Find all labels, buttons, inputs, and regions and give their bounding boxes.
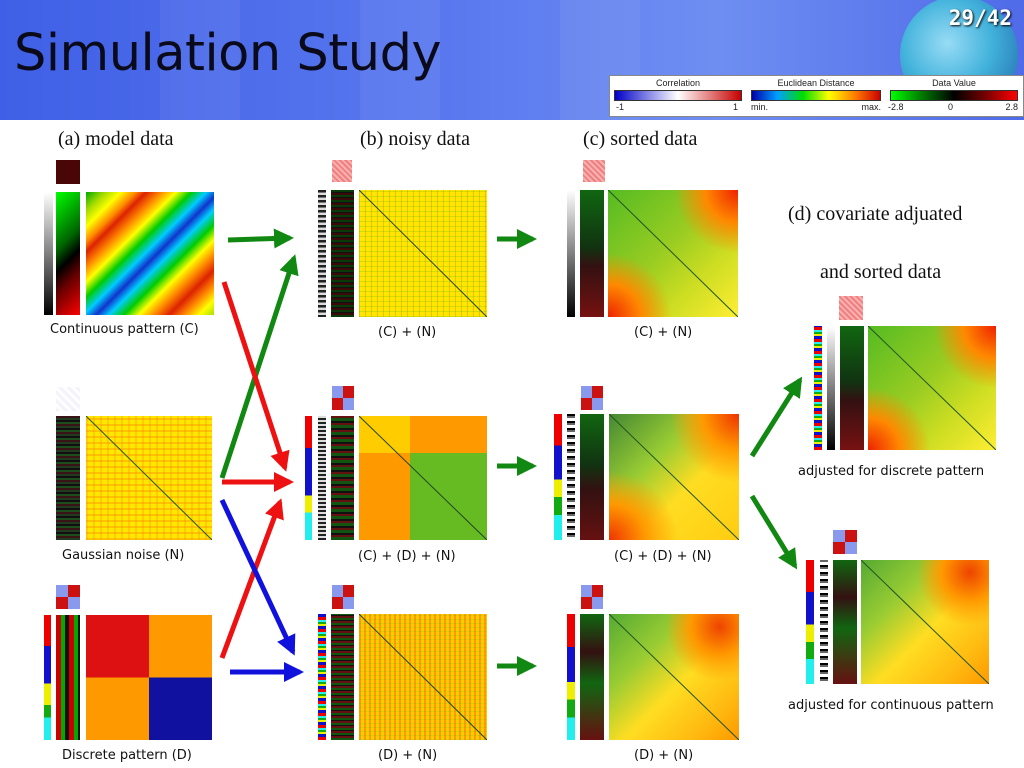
correlation-thumbnail (833, 530, 857, 554)
legend-tick: max. (861, 102, 881, 112)
distance-heatmap (359, 416, 487, 540)
distance-heatmap (868, 326, 996, 450)
covariate-bar (318, 416, 326, 540)
distance-heatmap (86, 192, 214, 315)
distance-heatmap (86, 416, 212, 540)
covariate-bar (44, 192, 53, 315)
legend-tick: -1 (616, 102, 625, 112)
legend-bar (890, 90, 1018, 101)
group-color-bar (44, 615, 51, 740)
data-matrix (833, 560, 857, 684)
data-matrix (56, 615, 80, 740)
caption-adjusted-continuous: adjusted for continuous pattern (788, 698, 994, 713)
legend-bar (614, 90, 742, 101)
data-matrix (331, 614, 354, 740)
data-matrix (580, 190, 604, 317)
correlation-thumbnail (583, 160, 605, 182)
section-noisy-data: (b) noisy data (360, 128, 470, 150)
group-color-bar (554, 414, 562, 540)
covariate-bar (827, 326, 835, 450)
group-color-bar (567, 614, 575, 740)
data-matrix (56, 192, 80, 315)
correlation-thumbnail (581, 386, 603, 410)
caption-gaussian: Gaussian noise (N) (62, 548, 185, 563)
distance-heatmap (86, 615, 212, 740)
caption-sorted-dn: (D) + (N) (634, 748, 694, 763)
distance-heatmap (359, 190, 487, 317)
correlation-thumbnail (581, 585, 603, 609)
caption-noisy-cdn: (C) + (D) + (N) (358, 549, 456, 564)
section-model-data: (a) model data (58, 128, 174, 150)
data-matrix (331, 416, 354, 540)
legend-title: Euclidean Distance (777, 78, 855, 88)
legend-tick: 2.8 (1005, 102, 1018, 112)
arrow-sorted-to-adj-discrete (749, 376, 803, 458)
correlation-thumbnail (332, 585, 354, 609)
legend-title: Correlation (655, 78, 701, 88)
group-color-bar (806, 560, 814, 684)
color-legend: Correlation -1 1 Euclidean Distance min.… (609, 75, 1024, 117)
header-band (160, 0, 240, 120)
distance-heatmap (609, 614, 739, 740)
header-band (360, 0, 440, 120)
correlation-thumbnail (839, 296, 863, 320)
caption-noisy-dn: (D) + (N) (378, 748, 438, 763)
data-matrix (331, 190, 354, 317)
slide-header: Simulation Study 29/42 Correlation -1 1 … (0, 0, 1024, 120)
correlation-thumbnail (56, 585, 80, 609)
correlation-thumbnail (56, 387, 80, 411)
caption-sorted-cn: (C) + (N) (634, 325, 693, 340)
legend-bar (751, 90, 881, 101)
caption-discrete: Discrete pattern (D) (62, 748, 192, 763)
legend-tick: 1 (732, 102, 738, 112)
legend-tick: -2.8 (888, 102, 904, 112)
distance-heatmap (609, 414, 739, 540)
arrow-d-to-cdn (219, 498, 284, 659)
legend-title: Data Value (932, 78, 976, 88)
arrow-sorted-to-adj-continuous (749, 494, 798, 570)
legend-data-value: Data Value -2.8 0 2.8 (886, 76, 1022, 116)
correlation-thumbnail (56, 160, 80, 184)
distance-heatmap (359, 614, 487, 740)
group-color-bar (305, 416, 312, 540)
section-adjusted-line2: and sorted data (820, 261, 942, 283)
caption-sorted-cdn: (C) + (D) + (N) (614, 549, 712, 564)
correlation-thumbnail (332, 160, 352, 182)
caption-adjusted-discrete: adjusted for discrete pattern (798, 464, 985, 479)
distance-heatmap (861, 560, 989, 684)
slide-title: Simulation Study (14, 24, 442, 83)
data-matrix (580, 414, 604, 540)
correlation-thumbnail (332, 386, 354, 410)
covariate-bar (567, 190, 575, 317)
section-sorted-data: (c) sorted data (583, 128, 698, 150)
caption-noisy-cn: (C) + (N) (378, 325, 437, 340)
legend-tick: min. (751, 102, 769, 112)
covariate-bar (820, 560, 828, 684)
group-color-bar (814, 326, 822, 450)
arrow-n-to-dn (219, 498, 296, 656)
arrow-n-to-cn (219, 254, 299, 479)
covariate-bar (318, 190, 326, 317)
legend-euclidean: Euclidean Distance min. max. (747, 76, 885, 116)
section-adjusted-line1: (d) covariate adjuated (788, 203, 963, 225)
distance-heatmap (608, 190, 738, 317)
covariate-bar (567, 414, 575, 540)
arrow-c-to-cdn (221, 281, 290, 472)
data-matrix (580, 614, 604, 740)
page-number: 29/42 (948, 6, 1012, 30)
legend-correlation: Correlation -1 1 (610, 76, 746, 116)
group-color-bar (318, 614, 326, 740)
data-matrix (56, 416, 80, 540)
arrow-c-to-cn (227, 228, 294, 249)
data-matrix (840, 326, 864, 450)
legend-tick: 0 (948, 102, 954, 112)
caption-continuous: Continuous pattern (C) (50, 322, 199, 337)
